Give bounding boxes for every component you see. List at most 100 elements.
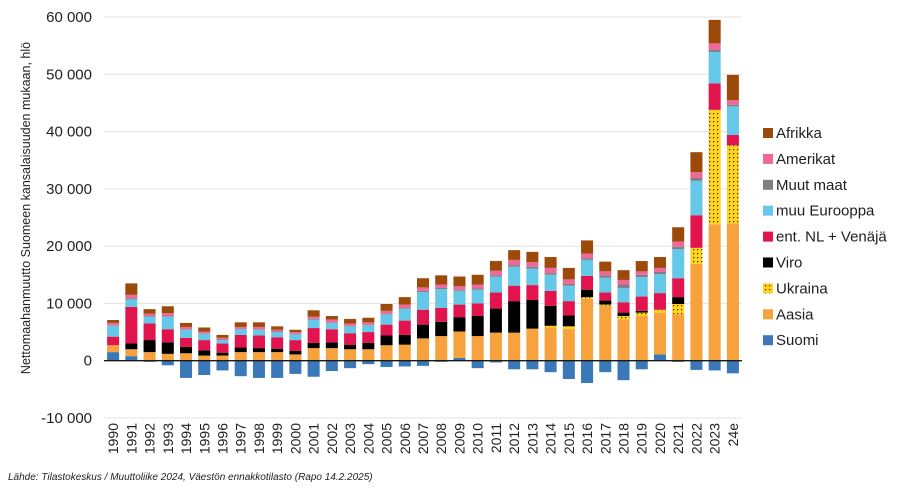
bar-segment bbox=[508, 301, 521, 333]
bar-segment bbox=[526, 360, 539, 370]
bar-segment bbox=[344, 333, 357, 345]
bar-segment bbox=[362, 332, 375, 343]
bar-segment bbox=[107, 336, 120, 346]
bar-segment bbox=[653, 274, 666, 294]
x-tick-label: 2014 bbox=[543, 423, 559, 454]
bar-segment bbox=[325, 348, 338, 361]
bar-segment bbox=[635, 310, 648, 313]
bar-segment bbox=[198, 333, 211, 341]
bar-segment bbox=[325, 322, 338, 323]
x-tick-label: 1990 bbox=[105, 423, 121, 454]
bar-segment bbox=[161, 353, 174, 361]
legend-label: Muut maat bbox=[776, 177, 848, 194]
bar-segment bbox=[107, 322, 120, 326]
bar-segment bbox=[380, 335, 393, 346]
bar-segment bbox=[252, 348, 265, 353]
bar-segment bbox=[653, 309, 666, 313]
bar-segment bbox=[380, 314, 393, 325]
bar-segment bbox=[198, 350, 211, 356]
bar-segment bbox=[271, 332, 284, 338]
bar-segment bbox=[453, 331, 466, 358]
bar-segment bbox=[508, 266, 521, 286]
bar-segment bbox=[125, 299, 138, 307]
bar-segment bbox=[380, 324, 393, 336]
bar-segment bbox=[690, 263, 703, 361]
x-tick-label: 2023 bbox=[707, 423, 723, 454]
y-tick-label: 60 000 bbox=[46, 9, 92, 26]
bar-segment bbox=[708, 49, 721, 52]
bar-segment bbox=[471, 303, 484, 317]
bar-segment bbox=[180, 326, 193, 330]
bar-segment bbox=[307, 316, 320, 319]
bar-segment bbox=[344, 349, 357, 361]
x-tick-label: 2007 bbox=[415, 423, 431, 454]
bar-segment bbox=[653, 257, 666, 268]
bar-segment bbox=[344, 325, 357, 327]
bar-segment bbox=[489, 275, 502, 277]
bar-segment bbox=[599, 271, 612, 276]
legend-label: Ukraina bbox=[776, 280, 828, 297]
x-tick-label: 2009 bbox=[451, 423, 467, 454]
bar-segment bbox=[508, 259, 521, 266]
bar-segment bbox=[325, 329, 338, 343]
bar-segment bbox=[471, 360, 484, 369]
bar-segment bbox=[380, 345, 393, 361]
bar-segment bbox=[690, 172, 703, 178]
bar-segment bbox=[635, 277, 648, 297]
y-tick-label: 40 000 bbox=[46, 124, 92, 141]
legend-swatch bbox=[763, 231, 773, 242]
bar-segment bbox=[453, 290, 466, 305]
x-tick-label: 1999 bbox=[269, 423, 285, 454]
bar-segment bbox=[672, 314, 685, 361]
bar-segment bbox=[143, 309, 156, 314]
bar-segment bbox=[198, 331, 211, 334]
bar-segment bbox=[161, 313, 174, 317]
bars bbox=[107, 19, 739, 384]
bar-segment bbox=[599, 277, 612, 293]
bar-segment bbox=[599, 300, 612, 305]
bar-segment bbox=[581, 275, 594, 290]
bar-segment bbox=[216, 339, 229, 341]
bar-segment bbox=[416, 309, 430, 325]
bar-segment bbox=[526, 251, 539, 263]
bar-segment bbox=[617, 312, 630, 317]
bar-segment bbox=[599, 360, 612, 373]
bar-segment bbox=[271, 360, 284, 378]
legend-label: Aasia bbox=[776, 306, 814, 323]
bar-segment bbox=[544, 360, 557, 373]
bar-segment bbox=[252, 329, 265, 330]
bar-segment bbox=[307, 319, 320, 329]
bar-segment bbox=[690, 247, 703, 264]
x-tick-label: 2020 bbox=[652, 423, 668, 454]
bar-segment bbox=[544, 257, 557, 268]
bar-segment bbox=[562, 326, 575, 330]
bar-segment bbox=[398, 344, 411, 361]
bar-segment bbox=[435, 275, 448, 285]
x-tick-label: 1997 bbox=[233, 423, 249, 454]
y-axis-label: Nettomaahanmuutto Suomeen kansalaisuuden… bbox=[19, 42, 33, 374]
bar-segment bbox=[635, 261, 648, 272]
bar-segment bbox=[672, 246, 685, 250]
bar-segment bbox=[180, 329, 193, 330]
bar-segment bbox=[307, 310, 320, 317]
bar-segment bbox=[690, 152, 703, 173]
x-tick-label: 1996 bbox=[214, 423, 230, 454]
x-tick-label: 1994 bbox=[178, 423, 194, 454]
bar-segment bbox=[635, 296, 648, 311]
bar-segment bbox=[508, 285, 521, 302]
x-tick-label: 1992 bbox=[142, 423, 158, 454]
bar-segment bbox=[672, 304, 685, 315]
bar-segment bbox=[143, 316, 156, 317]
bar-segment bbox=[344, 344, 357, 350]
bar-segment bbox=[562, 285, 575, 302]
bar-segment bbox=[125, 298, 138, 300]
bar-segment bbox=[398, 308, 411, 321]
bar-segment bbox=[617, 279, 630, 285]
bar-segment bbox=[398, 297, 411, 305]
bar-segment bbox=[416, 287, 430, 291]
bar-segment bbox=[143, 313, 156, 317]
bar-segment bbox=[708, 51, 721, 84]
x-tick-label: 2001 bbox=[306, 423, 322, 454]
legend-swatch bbox=[763, 205, 773, 216]
bar-segment bbox=[143, 352, 156, 361]
